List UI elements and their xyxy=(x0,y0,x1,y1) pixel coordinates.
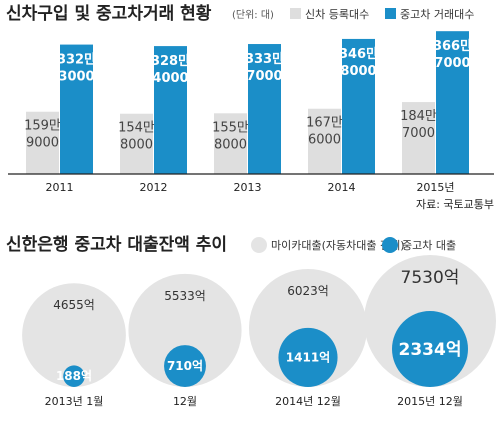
bubble-chart-title: 신한은행 중고차 대출잔액 추이 xyxy=(6,235,227,255)
x-tick-label: 2013 xyxy=(234,181,262,194)
bar-value-label: 4000 xyxy=(152,71,188,86)
bar-chart-source: 자료: 국토교통부 xyxy=(416,198,494,211)
bubble-x-tick-label: 12월 xyxy=(173,395,197,408)
bar-value-label: 8000 xyxy=(120,138,153,153)
bar-value-label: 159만 xyxy=(24,119,61,134)
bar-new-cars-4 xyxy=(402,102,435,174)
legend-swatch-mycar-loan xyxy=(251,237,267,253)
legend-label-mycar-loan: 마이카대출(자동차대출 전체) xyxy=(271,239,405,252)
bar-value-label: 346만 xyxy=(339,46,378,62)
bubble-x-tick-label: 2013년 1월 xyxy=(45,395,104,408)
bar-new-cars-3 xyxy=(308,108,341,174)
bar-value-label: 154만 xyxy=(118,121,155,136)
legend-label-new-cars: 신차 등록대수 xyxy=(305,8,369,21)
bar-new-cars-2 xyxy=(214,113,247,174)
bubble-x-ticks: 2013년 1월 12월 2014년 12월 2015년 12월 xyxy=(45,395,463,408)
bar-used-cars-3 xyxy=(342,38,375,174)
bar-value-label: 328만 xyxy=(151,53,190,69)
bubble-mycar-label: 6023억 xyxy=(287,284,329,298)
bar-value-label: 7000 xyxy=(402,126,435,141)
bar-value-label: 332만 xyxy=(57,52,96,68)
x-tick-label: 2015년 xyxy=(416,181,454,194)
bar-value-label: 184만 xyxy=(400,109,437,124)
bubble-x-tick-label: 2015년 12월 xyxy=(397,395,463,408)
bar-chart-title: 신차구입 및 중고차거래 현황 xyxy=(6,4,212,24)
bubble-mycar-label: 5533억 xyxy=(164,289,206,303)
x-tick-label: 2011 xyxy=(46,181,74,194)
bar-used-cars-2 xyxy=(248,44,281,175)
bar-value-label: 333만 xyxy=(245,51,284,67)
legend-label-used-cars: 중고차 거래대수 xyxy=(400,8,474,21)
bubble-mycar-loan-0 xyxy=(22,283,126,387)
bar-used-cars-1 xyxy=(154,46,187,174)
bar-value-label: 7000 xyxy=(246,69,282,84)
bar-value-label: 7000 xyxy=(434,56,470,71)
bar-value-label: 167만 xyxy=(306,116,343,131)
loan-bubble-chart: 신한은행 중고차 대출잔액 추이 마이카대출(자동차대출 전체) 중고차 대출 … xyxy=(6,235,496,408)
bar-x-ticks: 2011 2012 2013 2014 2015년 xyxy=(46,181,455,194)
bubble-used-car-label: 710억 xyxy=(167,359,203,373)
bubble-mycar-loan-1 xyxy=(128,273,242,387)
bubble-used-car-label: 2334억 xyxy=(399,340,462,360)
bubble-mycar-label: 4655억 xyxy=(53,298,95,312)
legend-swatch-used-car-loan xyxy=(382,237,398,253)
bar-marks: 159만 9000 332만 3000 154만 8000 328만 4000 155만 8000… xyxy=(24,31,472,175)
bubble-x-tick-label: 2014년 12월 xyxy=(275,395,341,408)
bar-chart-unit: (단위: 대) xyxy=(232,8,274,21)
bar-value-label: 155만 xyxy=(212,120,249,135)
legend-label-used-car-loan: 중고차 대출 xyxy=(402,239,456,252)
bar-value-label: 366만 xyxy=(433,38,472,54)
bubble-used-car-loan-2 xyxy=(278,327,338,387)
bar-new-cars-0 xyxy=(26,111,59,174)
vehicle-bar-chart: 신차구입 및 중고차거래 현황 (단위: 대) 신차 등록대수 중고차 거래대수… xyxy=(6,4,494,211)
bubble-used-car-label: 1411억 xyxy=(286,350,330,364)
bar-value-label: 3000 xyxy=(58,70,94,85)
legend-swatch-used-cars xyxy=(385,8,396,19)
x-tick-label: 2014 xyxy=(328,181,356,194)
legend-swatch-new-cars xyxy=(290,8,301,19)
bubble-used-car-label: 188억 xyxy=(56,369,92,383)
bubble-mycar-label: 7530억 xyxy=(401,268,460,288)
x-tick-label: 2012 xyxy=(140,181,168,194)
bubble-used-car-loan-1 xyxy=(164,345,206,387)
bar-new-cars-1 xyxy=(120,113,153,174)
bar-value-label: 6000 xyxy=(308,133,341,148)
bar-value-label: 8000 xyxy=(340,64,376,79)
bubble-marks: 4655억 188억 5533억 710억 6023억 1411억 7530억 2334억 xyxy=(22,255,496,387)
bar-used-cars-0 xyxy=(60,44,93,174)
bar-value-label: 8000 xyxy=(214,137,247,152)
bubble-used-car-loan-3 xyxy=(392,311,468,387)
bar-used-cars-4 xyxy=(436,31,469,175)
bar-value-label: 9000 xyxy=(26,136,59,151)
bubble-used-car-loan-0 xyxy=(63,365,85,387)
